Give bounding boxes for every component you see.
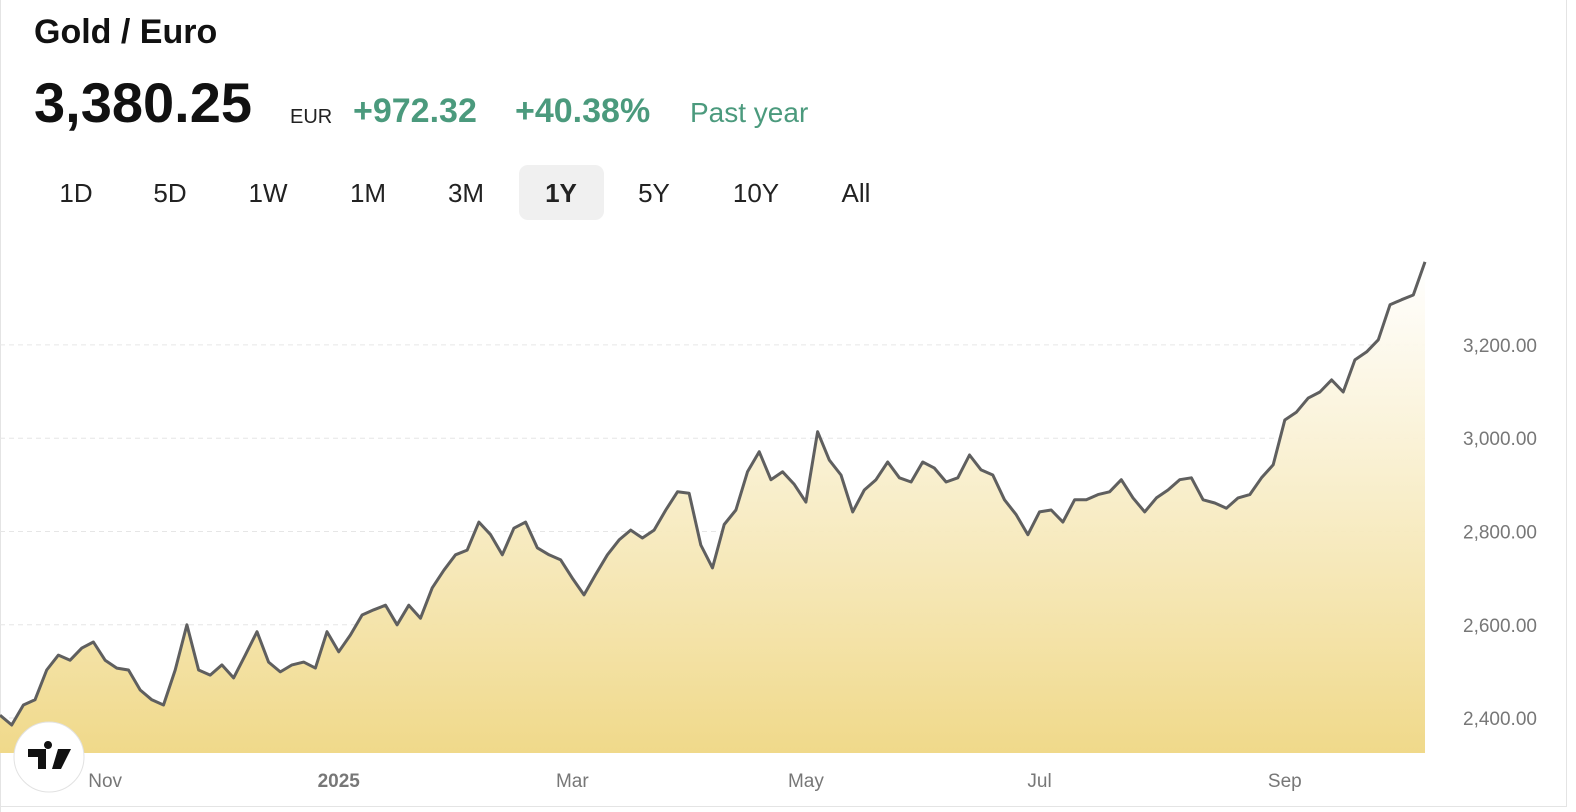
price-line xyxy=(0,261,1427,727)
y-tick-label: 2,400.00 xyxy=(1463,709,1537,730)
change: +972.32 xyxy=(353,92,477,130)
x-tick-label: Jul xyxy=(1027,771,1051,792)
x-tick-label: May xyxy=(788,771,824,792)
range-selector: 1D 5D 1W 1M 3M 1Y 5Y 10Y All xyxy=(59,165,870,220)
plot: 2,400.00 2,600.00 2,800.00 3,000.00 3,200.00… xyxy=(0,261,1537,792)
y-tick-label: 2,800.00 xyxy=(1463,522,1537,543)
range-button[interactable]: 3M xyxy=(448,178,484,208)
range-button[interactable]: 1Y xyxy=(545,178,577,208)
x-tick-label: Mar xyxy=(556,771,589,792)
tradingview-logo[interactable] xyxy=(13,721,85,793)
title: Gold / Euro xyxy=(34,13,217,51)
range-button[interactable]: 5D xyxy=(153,178,186,208)
area xyxy=(0,261,1425,753)
y-tick-label: 2,600.00 xyxy=(1463,616,1537,637)
x-tick-label: Nov xyxy=(88,771,122,792)
y-tick-label: 3,200.00 xyxy=(1463,336,1537,357)
range-button[interactable]: All xyxy=(842,178,871,208)
range-button[interactable]: 1W xyxy=(249,178,288,208)
change-percent: +40.38% xyxy=(515,92,650,130)
range-button[interactable]: 1M xyxy=(350,178,386,208)
selected-range-bg[interactable] xyxy=(519,165,604,220)
y-tick-label: 3,000.00 xyxy=(1463,429,1537,450)
x-tick-label: Sep xyxy=(1268,771,1302,792)
x-tick-label: 2025 xyxy=(318,771,361,792)
price: 3,380.25 xyxy=(34,71,252,134)
range-button[interactable]: 10Y xyxy=(733,178,779,208)
range-button[interactable]: 1D xyxy=(59,178,92,208)
period: Past year xyxy=(690,97,808,128)
range-button[interactable]: 5Y xyxy=(638,178,670,208)
currency: EUR xyxy=(290,106,332,128)
